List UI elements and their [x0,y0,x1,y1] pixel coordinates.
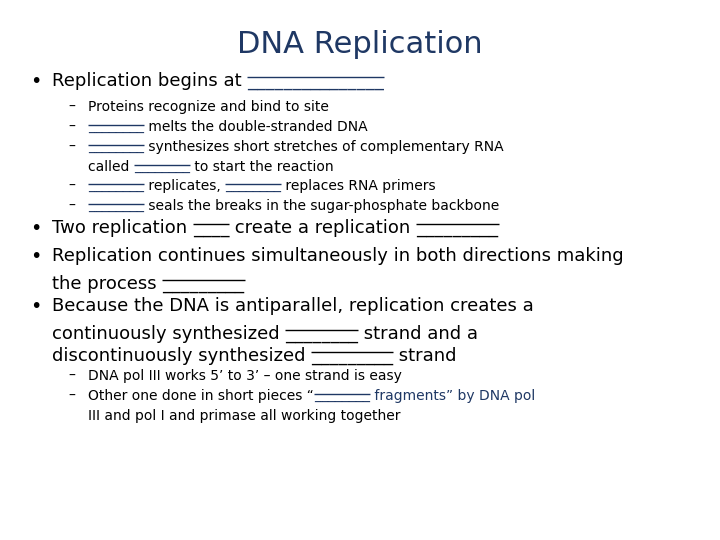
Text: –: – [68,369,75,383]
Text: Proteins recognize and bind to site: Proteins recognize and bind to site [88,100,329,114]
Text: strand: strand [393,347,457,365]
Text: –: – [68,100,75,114]
Text: •: • [30,247,41,266]
Text: ________: ________ [88,179,144,193]
Text: ________: ________ [134,160,190,174]
Text: _________: _________ [416,219,498,237]
Text: strand and a: strand and a [359,325,478,343]
Text: •: • [30,297,41,316]
Text: _________: _________ [163,275,245,293]
Text: _________: _________ [311,347,393,365]
Text: _______________: _______________ [248,72,384,90]
Text: create a replication: create a replication [230,219,416,237]
Text: replicates,: replicates, [144,179,225,193]
Text: –: – [68,179,75,193]
Text: Two replication: Two replication [52,219,193,237]
Text: ________: ________ [88,140,144,154]
Text: •: • [30,72,41,91]
Text: III and pol I and primase all working together: III and pol I and primase all working to… [88,409,400,423]
Text: Because the DNA is antiparallel, replication creates a: Because the DNA is antiparallel, replica… [52,297,534,315]
Text: discontinuously synthesized: discontinuously synthesized [52,347,311,365]
Text: continuously synthesized: continuously synthesized [52,325,285,343]
Text: •: • [30,219,41,238]
Text: DNA pol III works 5’ to 3’ – one strand is easy: DNA pol III works 5’ to 3’ – one strand … [88,369,402,383]
Text: replaces RNA primers: replaces RNA primers [281,179,436,193]
Text: Replication continues simultaneously in both directions making: Replication continues simultaneously in … [52,247,624,265]
Text: seals the breaks in the sugar-phosphate backbone: seals the breaks in the sugar-phosphate … [144,199,499,213]
Text: –: – [68,389,75,403]
Text: ________: ________ [225,179,281,193]
Text: fragments” by DNA pol: fragments” by DNA pol [370,389,535,403]
Text: –: – [68,199,75,213]
Text: ________: ________ [88,199,144,213]
Text: Other one done in short pieces “: Other one done in short pieces “ [88,389,314,403]
Text: –: – [68,120,75,134]
Text: –: – [68,140,75,154]
Text: ____: ____ [193,219,230,237]
Text: melts the double-stranded DNA: melts the double-stranded DNA [144,120,368,134]
Text: Replication begins at: Replication begins at [52,72,248,90]
Text: to start the reaction: to start the reaction [190,160,333,174]
Text: the process: the process [52,275,163,293]
Text: ________: ________ [285,325,359,343]
Text: ________: ________ [88,120,144,134]
Text: called: called [88,160,134,174]
Text: synthesizes short stretches of complementary RNA: synthesizes short stretches of complemen… [144,140,503,154]
Text: DNA Replication: DNA Replication [237,30,483,59]
Text: ________: ________ [314,389,370,403]
